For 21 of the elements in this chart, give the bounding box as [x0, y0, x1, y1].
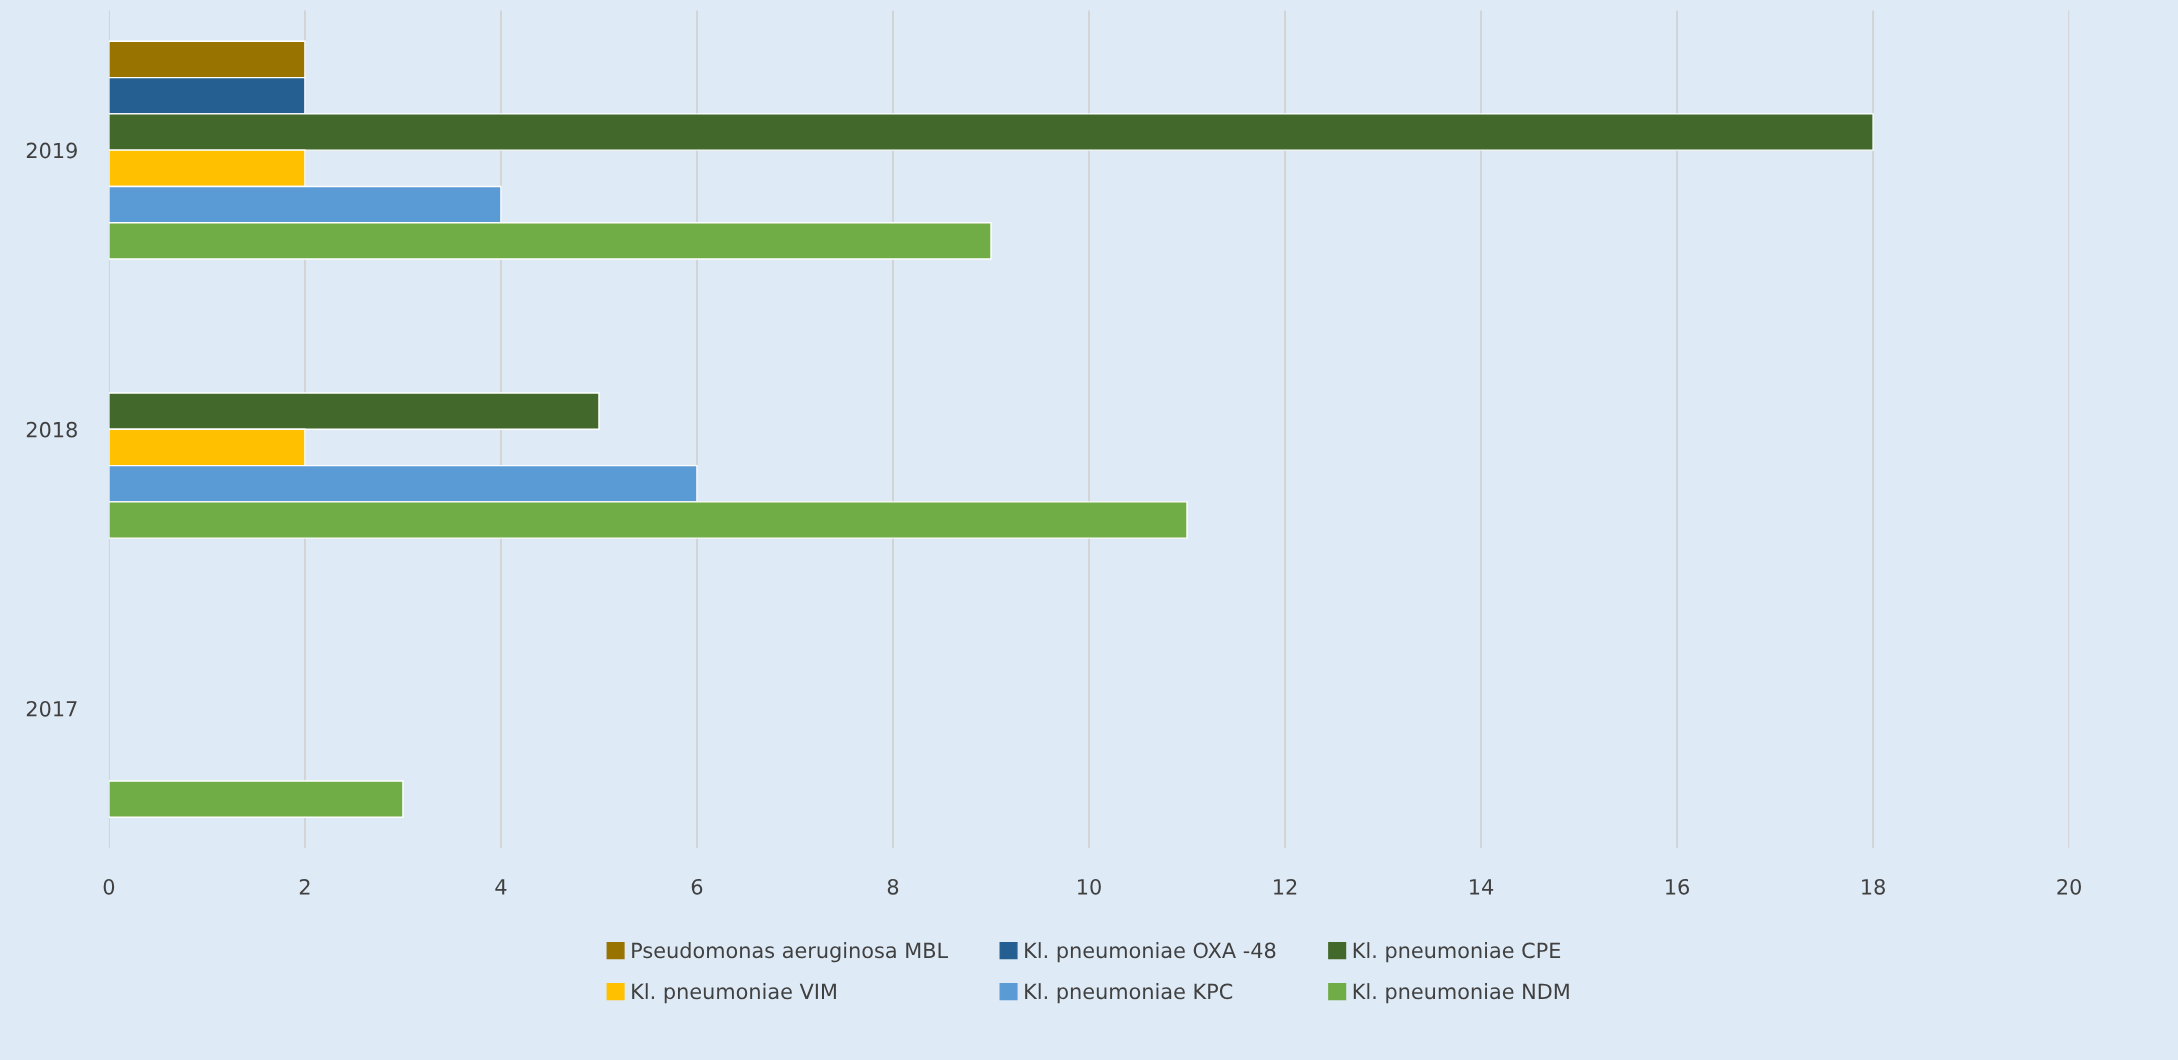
x-tick-label: 6: [691, 878, 703, 895]
legend-label: Kl. pneumoniae KPC: [1025, 983, 1233, 1004]
x-tick-label: 18: [1862, 878, 1885, 895]
y-tick-label: 2018: [26, 421, 77, 438]
y-tick-label: 2019: [26, 142, 77, 159]
bar: [108, 780, 404, 818]
x-tick-label: 16: [1666, 878, 1689, 895]
legend-label: Kl. pneumoniae NDM: [1353, 983, 1569, 1004]
x-tick-label: 4: [495, 879, 507, 895]
x-tick-label: 0: [103, 878, 115, 895]
x-tick-label: 10: [1078, 878, 1101, 895]
x-tick-label: 12: [1274, 878, 1297, 895]
y-tick-label: 2017: [26, 700, 77, 717]
x-tick-label: 2: [299, 878, 310, 895]
x-tick-label: 20: [2057, 878, 2081, 895]
legend-label: Kl. pneumoniae OXA -48: [1025, 942, 1276, 963]
legend-label: Pseudomonas aeruginosa MBL: [632, 942, 949, 963]
legend-label: Kl. pneumoniae VIM: [632, 983, 836, 1004]
legend-label: Kl. pneumoniae CPE: [1353, 942, 1561, 963]
x-tick-label: 14: [1470, 879, 1494, 895]
x-tick-label: 8: [887, 878, 899, 895]
